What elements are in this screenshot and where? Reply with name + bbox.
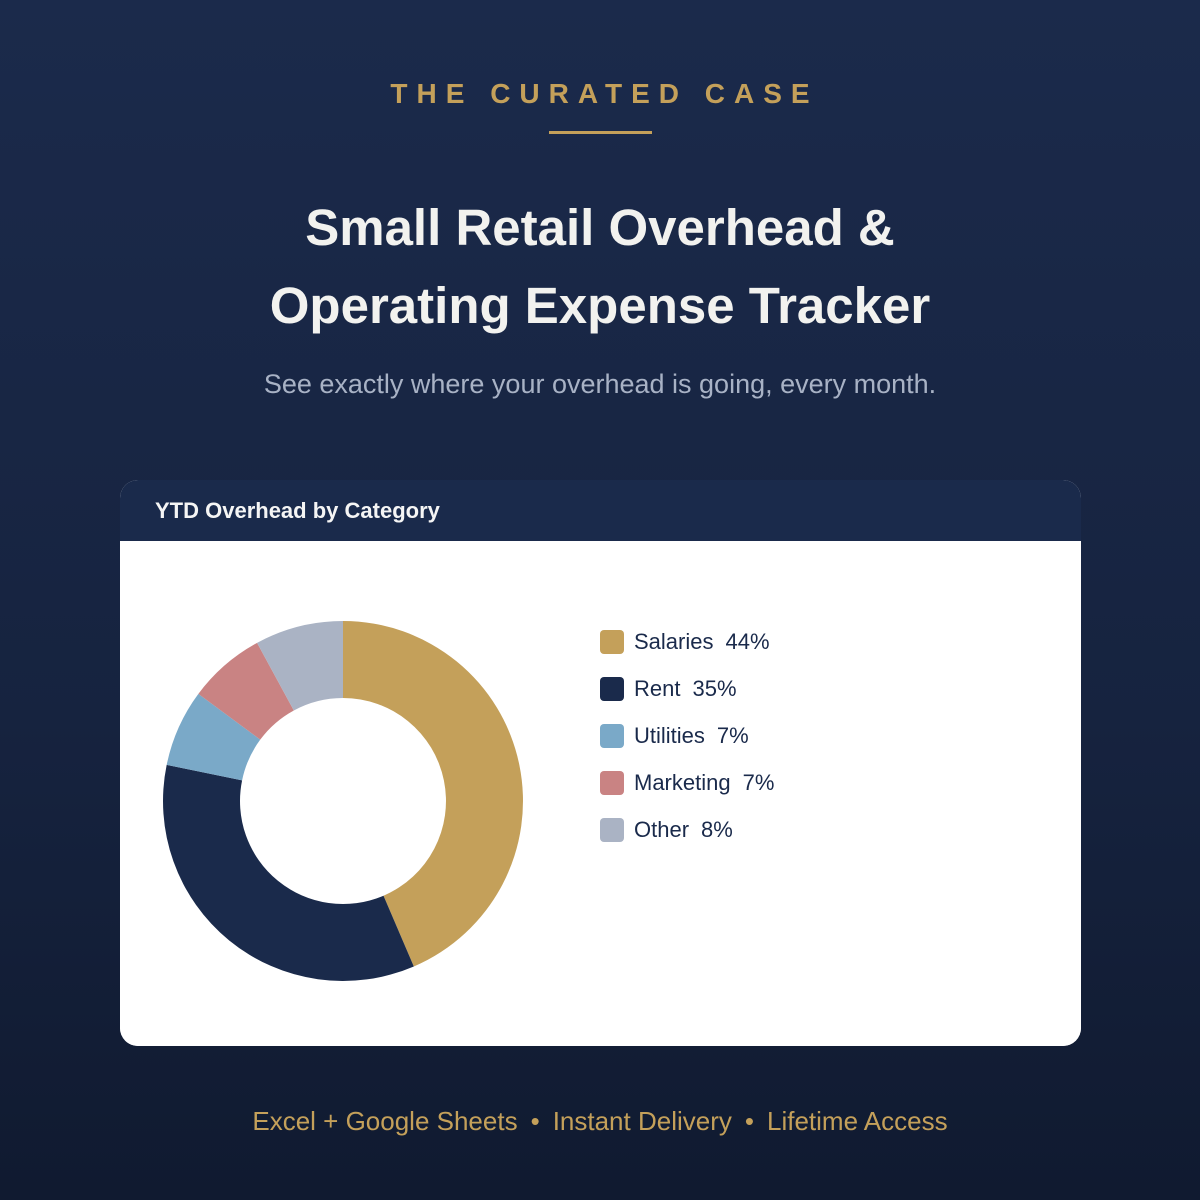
legend-value-unit: % [749, 628, 770, 654]
legend-swatch-utilities [600, 723, 624, 748]
legend-value-unit: % [754, 769, 775, 795]
legend-value-unit: % [716, 675, 737, 701]
chart-card-header: YTD Overhead by Category [120, 480, 1081, 541]
legend-value-unit: % [713, 816, 733, 842]
slice-rent [163, 764, 414, 981]
bullet-separator: • [744, 1106, 754, 1136]
legend-swatch-other [600, 817, 624, 842]
legend-item-marketing: Marketing 7% [600, 759, 774, 806]
legend-label-marketing: Marketing [634, 769, 731, 795]
legend-swatch-rent [600, 676, 624, 701]
legend-item-utilities: Utilities 7% [600, 712, 774, 759]
legend-item-rent: Rent 35% [600, 665, 774, 712]
brand-name: THE CURATED CASE [390, 78, 819, 109]
legend-value-number: 44 [725, 628, 750, 654]
slice-other [257, 621, 343, 711]
chart-card-body: Salaries 44% Rent 35% Utilities 7% Marketing 7%… [120, 541, 1081, 1046]
legend-value-other: 8% [701, 817, 733, 843]
legend-label-rent: Rent [634, 675, 681, 701]
legend-value-number: 8 [701, 816, 714, 842]
legend-swatch-salaries [600, 629, 624, 654]
legend-value-number: 7 [716, 722, 730, 748]
slice-salaries [343, 621, 523, 967]
slice-marketing [198, 642, 294, 740]
legend-label-salaries: Salaries [634, 628, 714, 654]
donut-chart [163, 621, 523, 981]
legend-swatch-marketing [600, 770, 624, 795]
feature-list: Excel + Google Sheets • Instant Delivery… [0, 1105, 1200, 1137]
legend-label-other: Other [634, 816, 690, 842]
page-subtitle: See exactly where your overhead is going… [263, 369, 937, 399]
legend-item-salaries: Salaries 44% [600, 618, 774, 665]
legend-value-utilities: 7% [717, 723, 749, 749]
feature-excel-google-sheets: Excel + Google Sheets [252, 1106, 518, 1136]
legend-item-other: Other 8% [600, 806, 774, 853]
legend-value-marketing: 7% [743, 770, 775, 796]
bullet-separator: • [530, 1106, 540, 1136]
chart-legend: Salaries 44% Rent 35% Utilities 7% Marketing 7%… [600, 618, 774, 853]
legend-value-rent: 35% [692, 676, 736, 702]
legend-value-unit: % [729, 722, 749, 748]
chart-card: YTD Overhead by Category Salaries 44% Rent… [120, 480, 1081, 1046]
legend-value-number: 35 [692, 675, 717, 701]
page-title: Small Retail Overhead & Operating Expens… [269, 199, 931, 334]
legend-label-utilities: Utilities [634, 722, 705, 748]
chart-title: YTD Overhead by Category [155, 498, 440, 523]
feature-instant-delivery: Instant Delivery [552, 1106, 732, 1136]
slice-utilities [166, 693, 261, 781]
feature-lifetime-access: Lifetime Access [766, 1106, 948, 1136]
legend-value-salaries: 44% [725, 629, 769, 655]
brand-divider [549, 131, 652, 134]
legend-value-number: 7 [742, 769, 755, 795]
